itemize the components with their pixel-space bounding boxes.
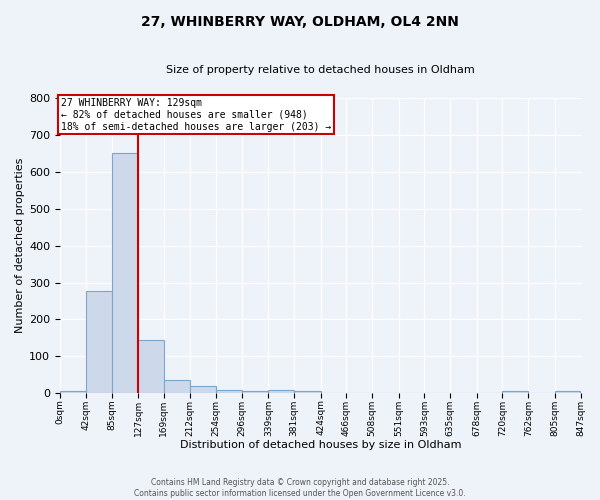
Bar <box>190 386 216 393</box>
Bar <box>294 392 320 393</box>
X-axis label: Distribution of detached houses by size in Oldham: Distribution of detached houses by size … <box>179 440 461 450</box>
Text: 27, WHINBERRY WAY, OLDHAM, OL4 2NN: 27, WHINBERRY WAY, OLDHAM, OL4 2NN <box>141 15 459 29</box>
Title: Size of property relative to detached houses in Oldham: Size of property relative to detached ho… <box>166 65 475 75</box>
Bar <box>268 390 294 393</box>
Text: Contains HM Land Registry data © Crown copyright and database right 2025.
Contai: Contains HM Land Registry data © Crown c… <box>134 478 466 498</box>
Bar <box>216 390 242 393</box>
Y-axis label: Number of detached properties: Number of detached properties <box>15 158 25 334</box>
Bar <box>554 392 580 393</box>
Bar <box>502 392 528 393</box>
Bar <box>86 290 112 393</box>
Bar <box>112 154 138 393</box>
Bar <box>242 392 268 393</box>
Text: 27 WHINBERRY WAY: 129sqm
← 82% of detached houses are smaller (948)
18% of semi-: 27 WHINBERRY WAY: 129sqm ← 82% of detach… <box>61 98 331 132</box>
Bar <box>138 340 164 393</box>
Bar <box>60 392 86 393</box>
Bar <box>164 380 190 393</box>
